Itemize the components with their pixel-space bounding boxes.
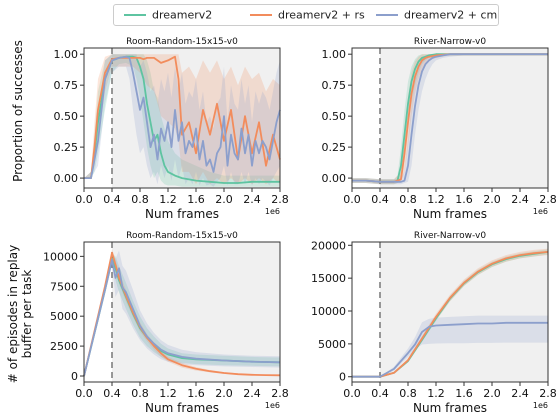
x-tick-label: 2.8 [539,387,557,400]
x-tick-label: 0.4 [103,387,121,400]
y-tick-label: 0.75 [322,79,347,92]
series-line [352,251,549,378]
x-tick-label: 1.2 [427,387,445,400]
y-tick-label: 0.50 [322,110,347,123]
y-tick-label: 10000 [311,305,346,318]
legend-item-dreamerv2: dreamerv2 [124,8,212,22]
legend-item-dreamerv2-cm: dreamerv2 + cm [376,8,497,22]
legend-swatch [250,14,272,16]
x-tick-label: 2.8 [271,387,289,400]
x-tick-label: 0.0 [343,193,361,206]
confidence-band [84,54,280,185]
legend-swatch [124,14,146,16]
x-tick-label: 2.4 [511,193,529,206]
x-tick-label: 0.8 [399,387,417,400]
x-tick-label: 2.8 [271,193,289,206]
chart-panel: 0.0 0.4 0.8 1.2 1.6 2.0 2.4 2.8 0.00 0.25 0.50 0.75… [322,37,557,221]
chart-panel: 0.0 0.4 0.8 1.2 1.6 2.0 2.4 2.8 0.00 0.25 0.50 0.75… [54,37,289,221]
x-tick-label: 1.6 [455,193,473,206]
chart-title: River-Narrow-v0 [414,231,486,241]
chart-panel: 0.0 0.4 0.8 1.2 1.6 2.0 2.4 2.8 0 2500 5000 7500 100… [43,231,289,415]
x-tick-label: 2.0 [483,193,501,206]
series-line [352,321,548,378]
confidence-band [84,250,280,376]
x-scale-label: 1e6 [265,401,280,410]
x-tick-label: 2.8 [539,193,557,206]
series-line [83,251,281,377]
y-tick-label: 5000 [318,338,346,351]
x-tick-label: 0.8 [399,193,417,206]
axes-frame [83,241,281,383]
confidence-band [352,54,548,185]
series-line [83,259,281,377]
x-tick-label: 2.0 [483,387,501,400]
y-tick-label: 0 [339,371,346,384]
y-tick-label: 1.00 [322,48,347,61]
chart-panel: 0.0 0.4 0.8 1.2 1.6 2.0 2.4 2.8 0 5000 10000 15000 2… [311,231,557,415]
x-tick-label: 2.0 [215,387,233,400]
y-tick-label: 0.25 [322,141,347,154]
y-tick-label: 0.50 [54,110,79,123]
y-tick-label: 20000 [311,239,346,252]
y-tick-label: 1.00 [54,48,79,61]
shaded-region [380,242,548,382]
x-tick-label: 2.0 [215,193,233,206]
x-tick-label: 2.4 [243,387,261,400]
x-tick-label: 1.2 [159,387,177,400]
confidence-band [84,54,280,187]
chart-title: Room-Random-15x15-v0 [126,231,238,241]
legend-label: dreamerv2 [152,8,213,22]
axes-frame [83,47,281,189]
y-tick-label: 5000 [50,310,78,323]
x-tick-label: 0.8 [131,193,149,206]
legend-item-dreamerv2-rs: dreamerv2 + rs [250,8,365,22]
x-scale-label: 1e6 [265,207,280,216]
legend: dreamerv2 dreamerv2 + rs dreamerv2 + cm [113,4,499,26]
y-tick-label: 0.00 [54,172,79,185]
y-tick-label: 2500 [50,340,78,353]
x-tick-label: 2.4 [243,193,261,206]
y-tick-label: 0.00 [322,172,347,185]
x-tick-label: 1.2 [159,193,177,206]
chart-title: River-Narrow-v0 [414,37,486,47]
series-line [84,55,281,179]
x-axis-label: Num frames [145,207,219,221]
y-tick-label: 15000 [311,272,346,285]
axes-frame [351,241,549,383]
chart-title: Room-Random-15x15-v0 [126,37,238,47]
confidence-band [84,254,280,376]
y-tick-label: 0 [71,370,78,383]
x-tick-label: 2.4 [511,387,529,400]
x-axis-label: Num frames [413,207,487,221]
x-tick-label: 0.0 [75,193,93,206]
series-line [352,53,548,183]
y-tick-label: 10000 [43,250,78,263]
x-tick-label: 0.4 [103,193,121,206]
legend-label: dreamerv2 + rs [278,8,365,22]
x-tick-label: 1.6 [187,387,205,400]
x-tick-label: 1.6 [187,193,205,206]
x-axis-label: Num frames [413,401,487,415]
x-axis-label: Num frames [145,401,219,415]
x-tick-label: 0.4 [371,387,389,400]
x-tick-label: 0.0 [75,387,93,400]
y-tick-label: 7500 [50,280,78,293]
x-tick-label: 0.8 [131,387,149,400]
x-tick-label: 1.2 [427,193,445,206]
y-tick-label: 0.75 [54,79,79,92]
axes-frame [351,47,549,189]
x-tick-label: 0.0 [343,387,361,400]
legend-swatch [376,14,398,16]
legend-label: dreamerv2 + cm [404,8,498,22]
x-scale-label: 1e6 [533,207,548,216]
x-tick-label: 1.6 [455,387,473,400]
y-tick-label: 0.25 [54,141,79,154]
x-tick-label: 0.4 [371,193,389,206]
x-scale-label: 1e6 [533,401,548,410]
